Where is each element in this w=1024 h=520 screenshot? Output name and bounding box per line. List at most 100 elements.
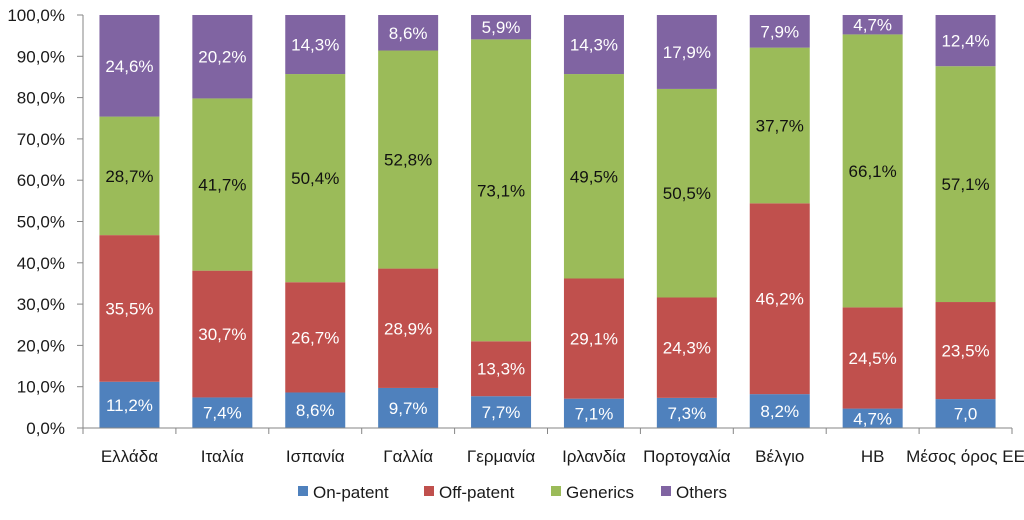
bar-group: 7,3% 24,3% 50,5% 17,9% [656, 15, 717, 428]
legend-item: On-patent [298, 483, 389, 502]
legend-swatch [298, 486, 308, 496]
bar-group: 4,7% 24,5% 66,1% 4,7% [842, 15, 903, 428]
x-tick-label: Μέσος όρος ΕΕ [906, 447, 1024, 466]
data-label: 28,7% [105, 167, 153, 186]
x-tick-label: ΗΒ [861, 447, 885, 466]
bar-group: 7,7% 13,3% 73,1% 5,9% [471, 15, 532, 428]
bar-segment-generics [192, 98, 253, 271]
bar-segment-off-patent [285, 282, 346, 393]
data-label: 73,1% [477, 181, 525, 200]
data-label: 20,2% [198, 48, 246, 67]
legend-item: Off-patent [424, 483, 515, 502]
data-label: 14,3% [291, 36, 339, 55]
bar-segment-off-patent [563, 278, 624, 399]
data-label: 30,7% [198, 325, 246, 344]
legend-swatch [661, 486, 671, 496]
bar-segment-others [563, 15, 624, 75]
legend-swatch [551, 486, 561, 496]
data-label: 7,1% [575, 404, 614, 423]
legend-label: Generics [566, 483, 634, 502]
y-tick-label: 60,0% [17, 171, 65, 190]
bar-group: 7,0 23,5% 57,1% 12,4% [935, 15, 996, 428]
bar-segment-off-patent [99, 235, 160, 382]
bar-segment-others [656, 15, 717, 89]
legend-item: Generics [551, 483, 634, 502]
bar-segment-on-patent [378, 387, 439, 428]
bar-group: 7,1% 29,1% 49,5% 14,3% [563, 15, 624, 428]
data-label: 28,9% [384, 319, 432, 338]
data-label: 50,5% [663, 184, 711, 203]
data-label: 49,5% [570, 167, 618, 186]
y-tick-label: 50,0% [17, 213, 65, 232]
data-label: 8,6% [389, 24, 428, 43]
y-tick-label: 100,0% [7, 6, 65, 25]
y-tick-label: 0,0% [26, 419, 65, 438]
data-label: 7,9% [760, 22, 799, 41]
data-label: 8,2% [760, 402, 799, 421]
y-tick-label: 70,0% [17, 130, 65, 149]
data-label: 24,6% [105, 57, 153, 76]
bar-segment-others [378, 15, 439, 51]
bar-segment-others [749, 15, 810, 48]
bar-segment-generics [842, 34, 903, 308]
bar-segment-others [935, 15, 996, 67]
data-label: 23,5% [941, 342, 989, 361]
data-label: 50,4% [291, 169, 339, 188]
y-tick-label: 80,0% [17, 89, 65, 108]
bar-segment-off-patent [192, 270, 253, 398]
bar-segment-others [285, 15, 346, 75]
data-label: 7,3% [667, 404, 706, 423]
data-label: 29,1% [570, 330, 618, 349]
data-label: 4,7% [853, 409, 892, 428]
bar-segment-off-patent [749, 203, 810, 395]
bar-group: 8,2% 46,2% 37,7% 7,9% [749, 15, 810, 428]
bar-segment-on-patent [656, 397, 717, 428]
bar-segment-generics [285, 74, 346, 283]
bar-segment-on-patent [471, 396, 532, 428]
legend-label: Others [676, 483, 727, 502]
bar-group: 8,6% 26,7% 50,4% 14,3% [285, 15, 346, 428]
data-label: 52,8% [384, 151, 432, 170]
bar-segment-others [842, 15, 903, 35]
bar-segment-on-patent [192, 397, 253, 428]
y-tick-label: 90,0% [17, 47, 65, 66]
data-label: 8,6% [296, 401, 335, 420]
data-label: 37,7% [756, 116, 804, 135]
legend: On-patent Off-patent Generics Others [298, 483, 727, 502]
data-label: 7,7% [482, 403, 521, 422]
bar-segment-off-patent [656, 297, 717, 398]
bar-segment-generics [656, 88, 717, 298]
bar-segment-off-patent [935, 302, 996, 400]
x-tick-label: Ιταλία [201, 447, 244, 466]
x-tick-label: Ισπανία [286, 447, 345, 466]
bar-segment-on-patent [563, 398, 624, 428]
bar-segment-generics [563, 74, 624, 279]
data-label: 66,1% [849, 162, 897, 181]
legend-label: Off-patent [439, 483, 515, 502]
data-label: 24,3% [663, 339, 711, 358]
bar-segment-on-patent [842, 408, 903, 428]
x-tick-label: Γαλλία [383, 447, 433, 466]
bar-segment-on-patent [285, 392, 346, 428]
bar-group: 11,2% 35,5% 28,7% 24,6% [99, 15, 160, 428]
bar-segment-on-patent [935, 399, 996, 428]
x-tick-label: Βέλγιο [755, 447, 804, 466]
data-label: 35,5% [105, 299, 153, 318]
data-label: 5,9% [482, 18, 521, 37]
legend-swatch [424, 486, 434, 496]
x-tick-label: Γερμανία [467, 447, 536, 466]
data-label: 26,7% [291, 328, 339, 347]
data-label: 14,3% [570, 36, 618, 55]
bar-segment-on-patent [99, 381, 160, 428]
y-tick-label: 20,0% [17, 336, 65, 355]
data-label: 13,3% [477, 360, 525, 379]
y-tick-label: 30,0% [17, 295, 65, 314]
bar-group: 7,4% 30,7% 41,7% 20,2% [192, 15, 253, 428]
bar-segment-others [99, 15, 160, 117]
data-label: 46,2% [756, 290, 804, 309]
data-label: 4,7% [853, 16, 892, 35]
y-tick-label: 10,0% [17, 378, 65, 397]
legend-item: Others [661, 483, 727, 502]
